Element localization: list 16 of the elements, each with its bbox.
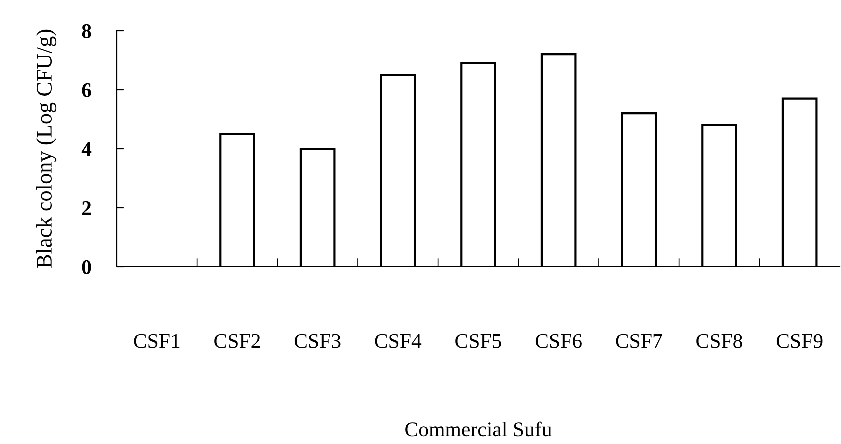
x-axis-title: Commercial Sufu [406, 422, 552, 437]
x-tick-label: CSF5 [456, 334, 502, 348]
x-tick-label: CSF2 [214, 334, 260, 348]
x-tick-label: CSF3 [294, 334, 341, 348]
x-tick-label: CSF4 [375, 334, 422, 348]
x-tick-label: CSF6 [536, 334, 582, 348]
y-tick-label: 2 [82, 201, 92, 216]
y-tick-label: 6 [82, 83, 92, 98]
y-tick-label: 0 [82, 260, 92, 274]
x-tick-label: CSF7 [616, 334, 662, 348]
y-tick-label: 4 [82, 142, 92, 156]
x-tick-label: CSF9 [776, 334, 823, 348]
y-axis-title: Black colony (Log CFU/g) [36, 30, 57, 268]
x-tick-label: CSF8 [696, 334, 742, 348]
y-tick-label: 8 [82, 24, 92, 38]
x-tick-label: CSF1 [134, 334, 180, 348]
